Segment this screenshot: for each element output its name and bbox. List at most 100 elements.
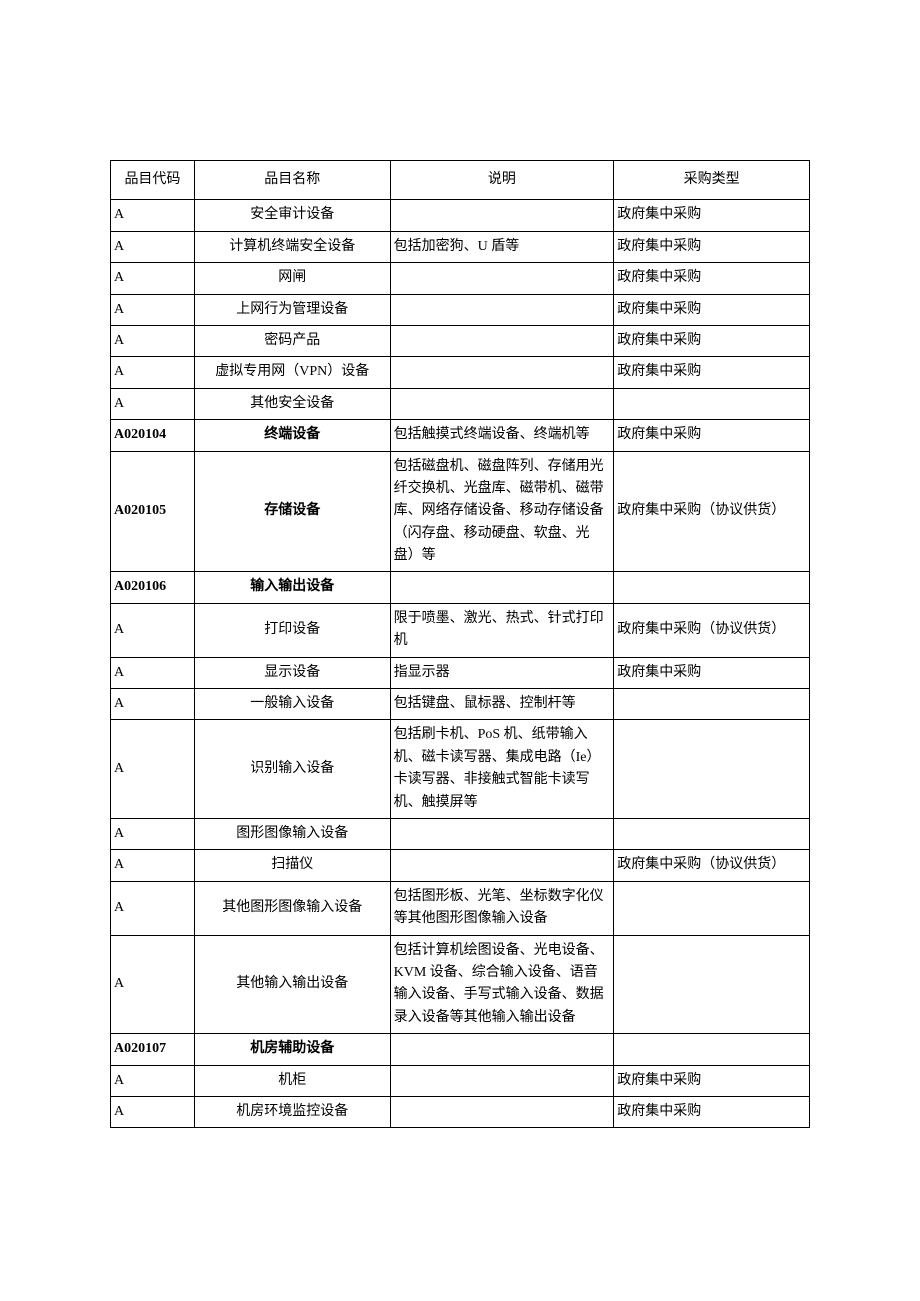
cell-type	[614, 881, 810, 935]
table-row: A打印设备限于喷墨、激光、热式、针式打印机政府集中采购（协议供货）	[111, 603, 810, 657]
header-name: 品目名称	[194, 161, 390, 200]
cell-name: 安全审计设备	[194, 200, 390, 231]
cell-code: A	[111, 935, 195, 1034]
cell-code: A	[111, 850, 195, 881]
table-row: A其他安全设备	[111, 388, 810, 419]
cell-desc: 包括磁盘机、磁盘阵列、存储用光纤交换机、光盘库、磁带机、磁带库、网络存储设备、移…	[390, 451, 614, 572]
cell-name: 扫描仪	[194, 850, 390, 881]
cell-code: A	[111, 603, 195, 657]
cell-desc	[390, 263, 614, 294]
table-header: 品目代码 品目名称 说明 采购类型	[111, 161, 810, 200]
cell-type: 政府集中采购	[614, 325, 810, 356]
cell-desc	[390, 1065, 614, 1096]
table-row: A020104终端设备包括触摸式终端设备、终端机等政府集中采购	[111, 420, 810, 451]
header-type: 采购类型	[614, 161, 810, 200]
cell-desc: 限于喷墨、激光、热式、针式打印机	[390, 603, 614, 657]
cell-desc	[390, 294, 614, 325]
cell-name: 其他输入输出设备	[194, 935, 390, 1034]
table-row: A虚拟专用网（VPN）设备政府集中采购	[111, 357, 810, 388]
cell-type: 政府集中采购（协议供货）	[614, 603, 810, 657]
cell-name: 计算机终端安全设备	[194, 231, 390, 262]
cell-code: A	[111, 357, 195, 388]
cell-type	[614, 818, 810, 849]
cell-name: 识别输入设备	[194, 720, 390, 819]
cell-code: A	[111, 818, 195, 849]
cell-name: 存储设备	[194, 451, 390, 572]
table-row: A其他输入输出设备包括计算机绘图设备、光电设备、KVM 设备、综合输入设备、语音…	[111, 935, 810, 1034]
cell-name: 输入输出设备	[194, 572, 390, 603]
cell-name: 终端设备	[194, 420, 390, 451]
cell-type: 政府集中采购	[614, 657, 810, 688]
cell-type: 政府集中采购（协议供货）	[614, 451, 810, 572]
cell-name: 机房辅助设备	[194, 1034, 390, 1065]
cell-code: A	[111, 689, 195, 720]
cell-name: 显示设备	[194, 657, 390, 688]
cell-name: 其他图形图像输入设备	[194, 881, 390, 935]
cell-code: A020106	[111, 572, 195, 603]
cell-code: A	[111, 1065, 195, 1096]
cell-type	[614, 689, 810, 720]
table-row: A一般输入设备包括键盘、鼠标器、控制杆等	[111, 689, 810, 720]
cell-desc	[390, 818, 614, 849]
cell-type: 政府集中采购	[614, 1065, 810, 1096]
cell-type: 政府集中采购	[614, 231, 810, 262]
table-row: A计算机终端安全设备包括加密狗、U 盾等政府集中采购	[111, 231, 810, 262]
cell-desc	[390, 1096, 614, 1127]
cell-type	[614, 572, 810, 603]
cell-type: 政府集中采购（协议供货）	[614, 850, 810, 881]
header-desc: 说明	[390, 161, 614, 200]
cell-desc	[390, 357, 614, 388]
cell-name: 机柜	[194, 1065, 390, 1096]
cell-type: 政府集中采购	[614, 263, 810, 294]
cell-code: A	[111, 294, 195, 325]
table-row: A扫描仪 政府集中采购（协议供货）	[111, 850, 810, 881]
cell-code: A020104	[111, 420, 195, 451]
table-row: A显示设备指显示器政府集中采购	[111, 657, 810, 688]
cell-desc: 包括计算机绘图设备、光电设备、KVM 设备、综合输入设备、语音输入设备、手写式输…	[390, 935, 614, 1034]
cell-code: A	[111, 200, 195, 231]
table-row: A020105存储设备包括磁盘机、磁盘阵列、存储用光纤交换机、光盘库、磁带机、磁…	[111, 451, 810, 572]
cell-name: 一般输入设备	[194, 689, 390, 720]
cell-type	[614, 720, 810, 819]
table-row: A安全审计设备 政府集中采购	[111, 200, 810, 231]
cell-type: 政府集中采购	[614, 357, 810, 388]
cell-type	[614, 935, 810, 1034]
cell-code: A020107	[111, 1034, 195, 1065]
header-code: 品目代码	[111, 161, 195, 200]
table-row: A密码产品政府集中采购	[111, 325, 810, 356]
cell-desc: 包括刷卡机、PoS 机、纸带输入机、磁卡读写器、集成电路（Ie）卡读写器、非接触…	[390, 720, 614, 819]
cell-name: 图形图像输入设备	[194, 818, 390, 849]
cell-name: 机房环境监控设备	[194, 1096, 390, 1127]
cell-code: A	[111, 388, 195, 419]
cell-code: A	[111, 231, 195, 262]
cell-type: 政府集中采购	[614, 420, 810, 451]
cell-desc: 包括触摸式终端设备、终端机等	[390, 420, 614, 451]
cell-type	[614, 1034, 810, 1065]
cell-name: 打印设备	[194, 603, 390, 657]
cell-code: A020105	[111, 451, 195, 572]
table-row: A图形图像输入设备	[111, 818, 810, 849]
table-row: A020107机房辅助设备	[111, 1034, 810, 1065]
cell-type: 政府集中采购	[614, 200, 810, 231]
table-row: A其他图形图像输入设备包括图形板、光笔、坐标数字化仪等其他图形图像输入设备	[111, 881, 810, 935]
cell-desc: 包括加密狗、U 盾等	[390, 231, 614, 262]
header-row: 品目代码 品目名称 说明 采购类型	[111, 161, 810, 200]
cell-desc: 指显示器	[390, 657, 614, 688]
cell-code: A	[111, 720, 195, 819]
cell-code: A	[111, 1096, 195, 1127]
cell-desc: 包括键盘、鼠标器、控制杆等	[390, 689, 614, 720]
table-row: A识别输入设备包括刷卡机、PoS 机、纸带输入机、磁卡读写器、集成电路（Ie）卡…	[111, 720, 810, 819]
procurement-table: 品目代码 品目名称 说明 采购类型 A安全审计设备政府集中采购A计算机终端安全设…	[110, 160, 810, 1128]
cell-desc	[390, 200, 614, 231]
cell-type: 政府集中采购	[614, 1096, 810, 1127]
cell-desc	[390, 850, 614, 881]
cell-type: 政府集中采购	[614, 294, 810, 325]
cell-code: A	[111, 263, 195, 294]
table-row: A机房环境监控设备 政府集中采购	[111, 1096, 810, 1127]
cell-name: 其他安全设备	[194, 388, 390, 419]
cell-desc	[390, 1034, 614, 1065]
cell-name: 网闸	[194, 263, 390, 294]
cell-name: 密码产品	[194, 325, 390, 356]
table-row: A网闸 政府集中采购	[111, 263, 810, 294]
cell-name: 上网行为管理设备	[194, 294, 390, 325]
